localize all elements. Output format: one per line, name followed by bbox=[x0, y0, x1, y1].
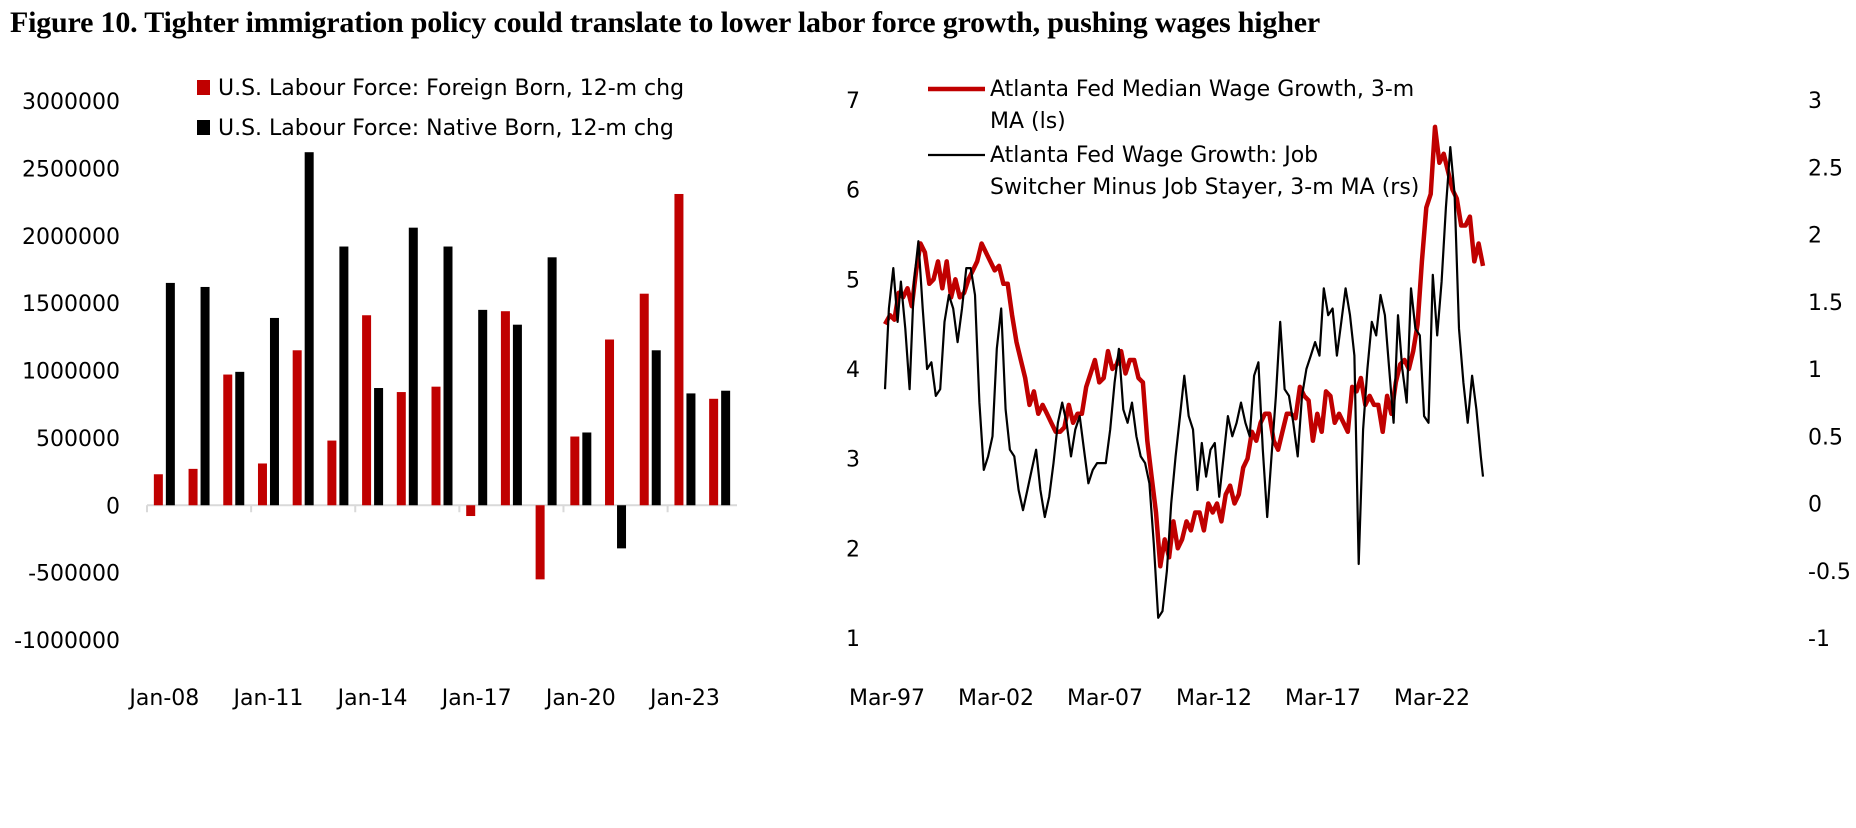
y-tick-label: -500000 bbox=[28, 562, 120, 587]
figure-title: Figure 10. Tighter immigration policy co… bbox=[10, 6, 1320, 39]
bar-native-born bbox=[547, 257, 557, 506]
bar-foreign-born bbox=[674, 193, 684, 506]
y-tick-label: 2000000 bbox=[22, 225, 120, 250]
right-y-tick-label: 0.5 bbox=[1808, 425, 1843, 450]
bar-native-born bbox=[582, 432, 592, 506]
x-tick-label: Mar-17 bbox=[1285, 686, 1361, 711]
x-tick-label: Jan-17 bbox=[440, 686, 512, 711]
bar-native-born bbox=[651, 350, 661, 506]
line-median-wage-growth bbox=[883, 124, 1486, 569]
legend-label-line: Atlanta Fed Wage Growth: Job bbox=[990, 143, 1318, 168]
bar-native-born bbox=[408, 227, 418, 506]
bar-foreign-born bbox=[570, 436, 580, 506]
right-y-tick-label: 2 bbox=[1808, 224, 1822, 249]
right-line-chart: 7 6 5 4 3 2 1 3 2.5 2 1.5 1 0.5 0 -0.5 -1 Mar-97 Mar-02 Ma… bbox=[846, 77, 1851, 711]
legend-label: U.S. Labour Force: Native Born, 12-m chg bbox=[218, 116, 674, 141]
bar-foreign-born bbox=[292, 350, 302, 506]
bar-native-born bbox=[478, 309, 488, 506]
legend-label-median-wage: Atlanta Fed Median Wage Growth, 3-m MA (l… bbox=[990, 77, 1414, 134]
legend-label-line: MA (ls) bbox=[990, 109, 1066, 134]
legend-label-line: Switcher Minus Job Stayer, 3-m MA (rs) bbox=[990, 175, 1419, 200]
x-tick-label: Jan-08 bbox=[127, 686, 199, 711]
left-y-tick-label: 1 bbox=[846, 627, 860, 652]
left-y-tick-label: 7 bbox=[846, 89, 860, 114]
y-tick-label: -1000000 bbox=[14, 629, 120, 654]
x-tick-label: Mar-07 bbox=[1067, 686, 1143, 711]
legend-label-line: Atlanta Fed Median Wage Growth, 3-m bbox=[990, 77, 1414, 102]
left-y-tick-label: 6 bbox=[846, 179, 860, 204]
y-tick-label: 2500000 bbox=[22, 157, 120, 182]
right-y-tick-label: 0 bbox=[1808, 493, 1822, 518]
legend-swatch-native-born bbox=[197, 120, 210, 135]
bar-foreign-born bbox=[188, 468, 198, 506]
bar-foreign-born bbox=[466, 505, 476, 517]
left-y-tick-label: 4 bbox=[846, 358, 860, 383]
x-tick-label: Jan-11 bbox=[232, 686, 304, 711]
bar-foreign-born bbox=[396, 392, 406, 506]
line-switcher-minus-stayer bbox=[883, 146, 1485, 619]
bar-foreign-born bbox=[639, 293, 649, 506]
left-bar-chart: 3000000 2500000 2000000 1500000 1000000 50000… bbox=[14, 76, 737, 711]
bar-native-born bbox=[339, 246, 349, 506]
bar-foreign-born bbox=[605, 339, 615, 506]
bar-foreign-born bbox=[327, 440, 337, 506]
right-y-tick-label: 1.5 bbox=[1808, 291, 1843, 316]
bar-native-born bbox=[269, 317, 279, 506]
bar-foreign-born bbox=[223, 374, 233, 506]
left-y-tick-label: 5 bbox=[846, 268, 860, 293]
x-tick-label: Jan-20 bbox=[544, 686, 616, 711]
bar-native-born bbox=[304, 152, 314, 506]
legend-label-switcher-stayer: Atlanta Fed Wage Growth: Job Switcher Min… bbox=[990, 143, 1419, 200]
bar-foreign-born bbox=[535, 505, 545, 580]
bar-native-born bbox=[235, 371, 245, 506]
left-y-tick-label: 2 bbox=[846, 537, 860, 562]
bar-native-born bbox=[686, 393, 696, 506]
bar-native-born bbox=[443, 246, 453, 506]
bar-foreign-born bbox=[709, 398, 719, 506]
bar-native-born bbox=[512, 324, 522, 506]
bar-native-born bbox=[200, 286, 210, 506]
y-tick-label: 3000000 bbox=[22, 90, 120, 115]
y-tick-label: 500000 bbox=[36, 427, 120, 452]
x-tick-label: Jan-23 bbox=[648, 686, 720, 711]
bar-native-born bbox=[721, 390, 731, 506]
legend-swatch-foreign-born bbox=[197, 80, 210, 95]
x-tick-label: Mar-97 bbox=[849, 686, 925, 711]
bar-foreign-born bbox=[257, 463, 267, 506]
y-tick-label: 1500000 bbox=[22, 292, 120, 317]
left-y-tick-label: 3 bbox=[846, 448, 860, 473]
bar-native-born bbox=[374, 388, 384, 506]
x-tick-label: Mar-12 bbox=[1176, 686, 1252, 711]
y-tick-label: 1000000 bbox=[22, 360, 120, 385]
x-tick-label: Jan-14 bbox=[336, 686, 408, 711]
legend-label: U.S. Labour Force: Foreign Born, 12-m ch… bbox=[218, 76, 684, 101]
right-y-tick-label: -0.5 bbox=[1808, 560, 1851, 585]
x-tick-label: Mar-02 bbox=[958, 686, 1034, 711]
right-y-tick-label: 3 bbox=[1808, 89, 1822, 114]
right-y-tick-label: -1 bbox=[1808, 627, 1830, 652]
bar-foreign-born bbox=[500, 311, 510, 506]
x-tick-label: Mar-22 bbox=[1394, 686, 1470, 711]
right-y-tick-label: 1 bbox=[1808, 358, 1822, 383]
bar-foreign-born bbox=[362, 315, 372, 506]
bar-foreign-born bbox=[431, 386, 441, 506]
bar-foreign-born bbox=[153, 474, 163, 506]
right-y-tick-label: 2.5 bbox=[1808, 156, 1843, 181]
bar-native-born bbox=[617, 505, 627, 549]
y-tick-label: 0 bbox=[106, 494, 120, 519]
bar-native-born bbox=[165, 282, 175, 506]
